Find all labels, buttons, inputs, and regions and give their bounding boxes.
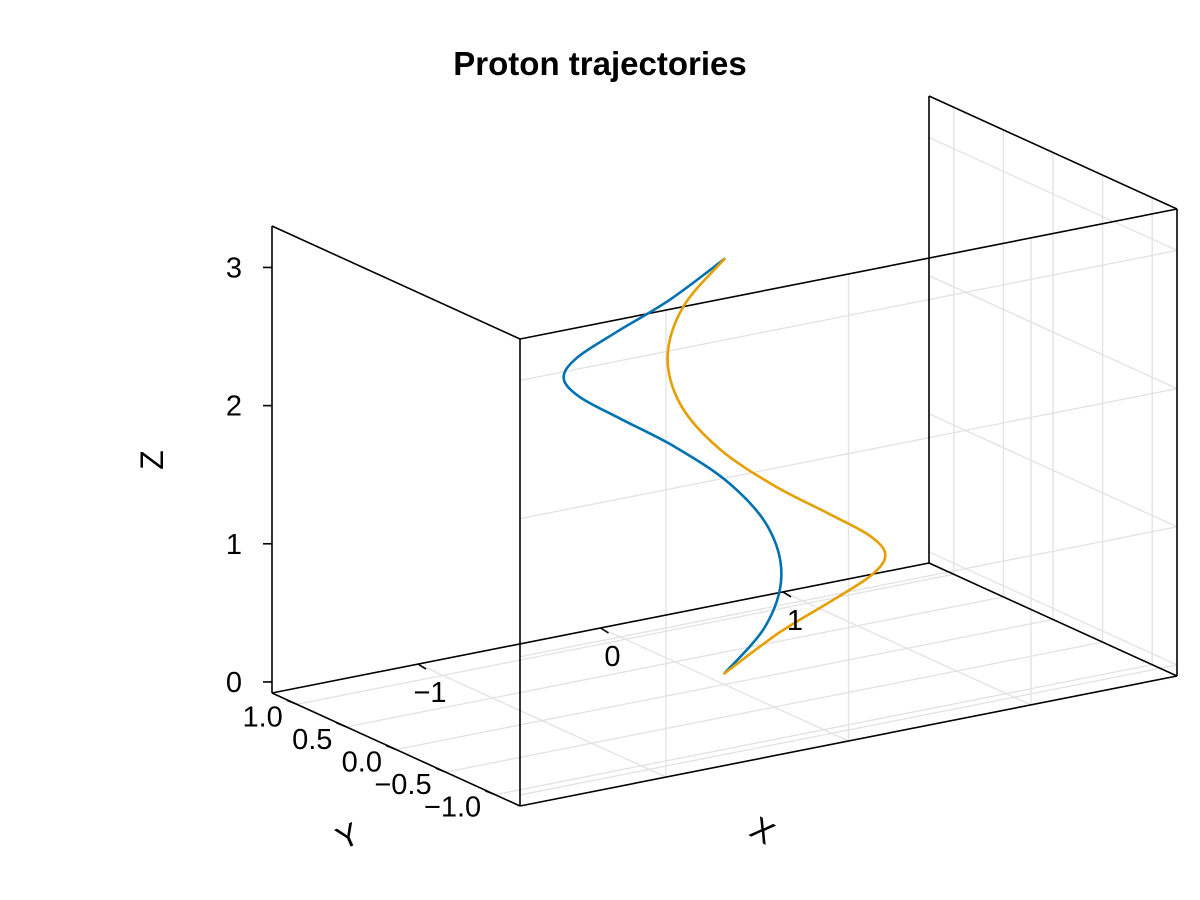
axis-edge xyxy=(519,675,1178,807)
y-tick-label: 0.0 xyxy=(342,747,382,779)
y-tick-mark xyxy=(484,789,496,796)
z-grid-line xyxy=(519,387,1178,520)
y-tick-mark xyxy=(336,722,347,728)
x-axis-label: X xyxy=(744,810,780,852)
z-axis-label: Z xyxy=(134,450,170,470)
tick-layer: −1 0 1 1.0 0.5 0.0−0.5−1.0 0 1 2 3 xyxy=(226,252,803,823)
grid-layer xyxy=(296,107,1178,796)
y-tick-mark xyxy=(286,699,298,706)
y-tick-mark xyxy=(385,744,397,751)
y-tick-label: −0.5 xyxy=(374,769,431,801)
z-grid-line xyxy=(928,413,1178,528)
y-tick-mark xyxy=(435,767,446,773)
z-tick-label: 0 xyxy=(226,667,242,699)
y-tick-label: 1.0 xyxy=(242,701,282,733)
axis-edge xyxy=(928,562,1178,677)
x-tick-mark xyxy=(417,663,427,670)
trajectory-line-2 xyxy=(666,257,887,675)
z-tick-label: 2 xyxy=(226,391,242,423)
x-tick-mark xyxy=(600,627,609,634)
y-axis-label: Y xyxy=(330,815,364,857)
z-grid-line xyxy=(519,664,1178,796)
trajectory-line-1 xyxy=(562,257,783,675)
series-layer xyxy=(562,257,887,675)
z-tick-label: 1 xyxy=(226,529,242,561)
x-tick-label: −1 xyxy=(413,677,446,709)
x-tick-mark xyxy=(782,591,792,598)
z-grid-line xyxy=(928,136,1178,252)
y-grid-line xyxy=(445,641,1103,773)
z-tick-label: 3 xyxy=(226,252,242,284)
y-grid-line xyxy=(296,573,954,705)
y-tick-label: 0.5 xyxy=(292,724,332,756)
z-grid-line xyxy=(519,249,1178,382)
y-grid-line xyxy=(495,664,1153,796)
z-grid-line xyxy=(928,275,1178,390)
y-tick-label: −1.0 xyxy=(424,792,481,824)
y-grid-line xyxy=(395,618,1054,751)
axis-edge xyxy=(271,225,521,340)
z-grid-line xyxy=(928,551,1178,666)
axis-edge xyxy=(928,95,1178,210)
chart-title: Proton trajectories xyxy=(453,45,746,82)
y-grid-line xyxy=(346,596,1004,728)
axis-edge xyxy=(519,208,1178,340)
x-tick-label: 0 xyxy=(604,641,620,673)
x-tick-label: 1 xyxy=(787,605,803,637)
axes-frame xyxy=(271,95,1178,807)
